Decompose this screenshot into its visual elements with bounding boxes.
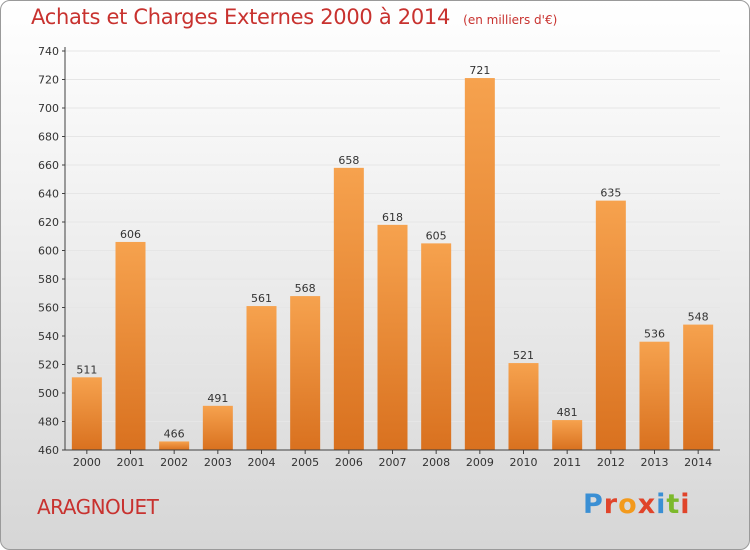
- x-tick-label: 2009: [466, 456, 494, 469]
- bar: [159, 441, 190, 450]
- y-tick-label: 720: [38, 74, 59, 87]
- x-tick-label: 2003: [204, 456, 232, 469]
- y-tick-label: 680: [38, 131, 59, 144]
- bar: [377, 224, 408, 450]
- y-tick-label: 580: [38, 273, 59, 286]
- logo-letter: o: [618, 489, 638, 520]
- logo-letter: P: [583, 489, 604, 520]
- data-label: 635: [600, 187, 621, 200]
- data-label: 481: [557, 406, 578, 419]
- logo-letter: r: [603, 489, 619, 520]
- data-label: 548: [688, 311, 709, 324]
- x-tick-label: 2007: [379, 456, 407, 469]
- y-tick-label: 740: [38, 45, 59, 58]
- logo-letter: i: [680, 489, 691, 520]
- x-tick-label: 2011: [553, 456, 581, 469]
- y-tick-label: 560: [38, 302, 59, 315]
- x-tick-label: 2000: [73, 456, 101, 469]
- logo-letter: t: [666, 489, 681, 520]
- data-label: 491: [207, 392, 228, 405]
- y-tick-label: 660: [38, 159, 59, 172]
- bar: [508, 363, 539, 450]
- town-name: ARAGNOUET: [37, 495, 159, 519]
- bar: [71, 377, 102, 450]
- title-row: Achats et Charges Externes 2000 à 2014 (…: [31, 5, 557, 29]
- bar: [290, 296, 321, 450]
- x-tick-label: 2010: [510, 456, 538, 469]
- data-labels: 511 606 466 491 561 568 658 618 605 721 521 481 635 5…: [76, 64, 708, 440]
- logo-letter: x: [637, 489, 657, 520]
- data-label: 606: [120, 228, 141, 241]
- bar: [115, 241, 146, 450]
- data-label: 618: [382, 211, 403, 224]
- x-tick-label: 2013: [641, 456, 669, 469]
- data-label: 466: [164, 427, 185, 440]
- y-tick-label: 620: [38, 216, 59, 229]
- y-tick-label: 540: [38, 330, 59, 343]
- bar: [202, 405, 233, 450]
- x-tick-label: 2002: [160, 456, 188, 469]
- data-label: 605: [426, 229, 447, 242]
- data-label: 568: [295, 282, 316, 295]
- data-label: 658: [338, 154, 359, 167]
- bar: [421, 243, 452, 450]
- y-tick-label: 500: [38, 387, 59, 400]
- logo-letter: i: [656, 489, 667, 520]
- data-label: 721: [469, 64, 490, 77]
- y-tick-label: 700: [38, 102, 59, 115]
- bar: [639, 341, 670, 450]
- x-tick-label: 2005: [291, 456, 319, 469]
- y-tick-label: 460: [38, 444, 59, 457]
- y-tick-label: 600: [38, 245, 59, 258]
- axes: 460 480 500 520 540 560 580 600 620 640 660 680 700 7…: [38, 45, 720, 469]
- data-label: 521: [513, 349, 534, 362]
- x-tick-label: 2008: [422, 456, 450, 469]
- x-tick-label: 2014: [684, 456, 712, 469]
- x-tick-label: 2012: [597, 456, 625, 469]
- x-tick-label: 2004: [248, 456, 276, 469]
- data-label: 561: [251, 292, 272, 305]
- chart-title: Achats et Charges Externes 2000 à 2014: [31, 5, 451, 29]
- y-tick-label: 480: [38, 416, 59, 429]
- bar: [246, 306, 277, 450]
- data-label: 536: [644, 328, 665, 341]
- data-label: 511: [76, 363, 97, 376]
- chart-unit: (en milliers d'€): [463, 13, 558, 27]
- bar: [595, 200, 626, 450]
- y-tick-label: 520: [38, 359, 59, 372]
- bar: [333, 167, 364, 450]
- bar: [552, 420, 583, 450]
- x-tick-label: 2006: [335, 456, 363, 469]
- bars: [71, 78, 714, 450]
- bar: [464, 78, 495, 450]
- x-tick-label: 2001: [117, 456, 145, 469]
- proxiti-logo: Proxiti: [583, 489, 691, 520]
- y-tick-label: 640: [38, 188, 59, 201]
- bar: [683, 324, 714, 450]
